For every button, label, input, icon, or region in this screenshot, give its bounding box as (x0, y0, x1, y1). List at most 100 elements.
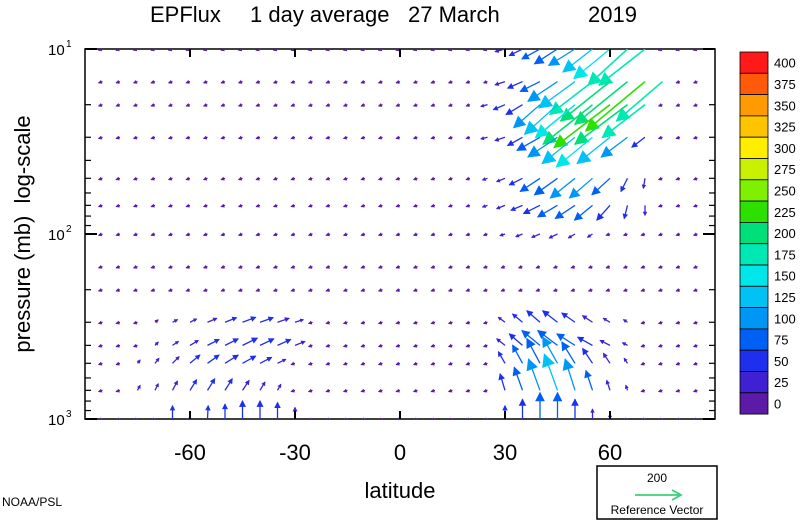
vector-head (412, 361, 418, 366)
vector-head (115, 288, 120, 292)
vector-arrow (97, 203, 103, 208)
vector-head (97, 288, 103, 292)
vector-head (395, 103, 400, 107)
vector-head (325, 388, 330, 393)
vector-head (506, 139, 515, 146)
vector-head (482, 343, 488, 348)
vector-arrow (220, 288, 226, 292)
vector-head (307, 388, 313, 393)
vector-arrow (189, 379, 198, 391)
vector-arrow (657, 103, 663, 107)
vector-head (237, 135, 243, 140)
vector-head (447, 203, 453, 208)
vector-head (556, 333, 566, 342)
vector-head (395, 232, 400, 237)
vector-head (237, 49, 243, 52)
vector-arrow (675, 135, 681, 140)
y-tick-label-base: 10 (48, 42, 65, 59)
vector-arrow (290, 176, 296, 181)
vector-head (395, 49, 400, 52)
vector-arrow (325, 232, 331, 237)
vector-head (519, 84, 529, 92)
vector-arrow (494, 80, 506, 86)
vector-arrow (255, 49, 261, 52)
vector-arrow (272, 103, 278, 107)
vector-head (307, 320, 313, 325)
vector-arrow (132, 203, 138, 208)
vector-head (430, 103, 435, 107)
vector-head (542, 353, 555, 369)
vector-head (466, 417, 470, 419)
vector-arrow (481, 204, 488, 208)
vector-arrow (99, 417, 103, 419)
vector-arrow (694, 417, 698, 419)
vector-head (521, 329, 531, 339)
vector-head (484, 417, 487, 419)
vector-arrow (480, 103, 488, 108)
vector-head (202, 49, 208, 52)
vector-head (512, 366, 522, 377)
vector-head (447, 343, 453, 348)
vector-head (412, 103, 418, 107)
vector-head (465, 203, 470, 208)
vector-arrow (412, 232, 418, 237)
vector-head (620, 185, 626, 193)
vector-head (360, 232, 365, 237)
vector-arrow (395, 135, 401, 140)
vector-head (495, 178, 501, 183)
vector-arrow (377, 320, 383, 325)
vector-head (511, 313, 518, 319)
vector-arrow (342, 320, 348, 325)
vector-arrow (202, 232, 208, 237)
vector-arrow (360, 288, 366, 292)
vector-head (202, 288, 208, 292)
vector-head (657, 176, 663, 181)
vector-arrow (167, 103, 173, 107)
vector-head (430, 203, 435, 208)
vector-arrow (573, 49, 611, 80)
vector-head (542, 336, 553, 349)
colorbar-cell (739, 371, 769, 394)
vector-arrow (412, 320, 418, 325)
vector-head (430, 343, 435, 348)
vector-arrow (307, 103, 313, 107)
vector-arrow (512, 366, 524, 391)
vector-arrow (541, 136, 576, 165)
vector-arrow (541, 310, 558, 323)
vector-head (675, 361, 680, 366)
vector-head (675, 49, 680, 52)
vector-arrow (150, 135, 156, 140)
vector-arrow (548, 233, 558, 239)
vector-head (360, 343, 365, 348)
vector-arrow (465, 288, 471, 292)
vector-arrow (360, 232, 366, 237)
vector-arrow (202, 203, 208, 208)
vector-head (676, 417, 680, 419)
vector-head (430, 232, 435, 237)
vector-arrow (150, 264, 156, 269)
vector-head (237, 264, 243, 269)
vector-arrow (154, 382, 159, 391)
vector-arrow (675, 232, 681, 237)
vector-arrow (641, 178, 647, 190)
vector-head (97, 203, 103, 208)
vector-arrow (224, 378, 233, 391)
vector-head (523, 120, 539, 135)
vector-head (185, 232, 190, 237)
vector-head (623, 357, 628, 363)
vector-head (360, 79, 365, 84)
vector-arrow (360, 264, 366, 269)
vector-head (395, 203, 400, 208)
reference-box-frame (596, 465, 718, 520)
vector-head (640, 343, 645, 348)
vector-arrow (512, 344, 524, 364)
vector-head (536, 209, 547, 218)
title-year: 2019 (588, 2, 637, 27)
vector-arrow (447, 264, 453, 269)
vector-arrow (220, 49, 226, 52)
vector-arrow (360, 176, 366, 181)
vector-head (526, 310, 534, 318)
vector-head (377, 176, 383, 181)
vector-head (395, 288, 400, 292)
vector-arrow (342, 232, 348, 237)
